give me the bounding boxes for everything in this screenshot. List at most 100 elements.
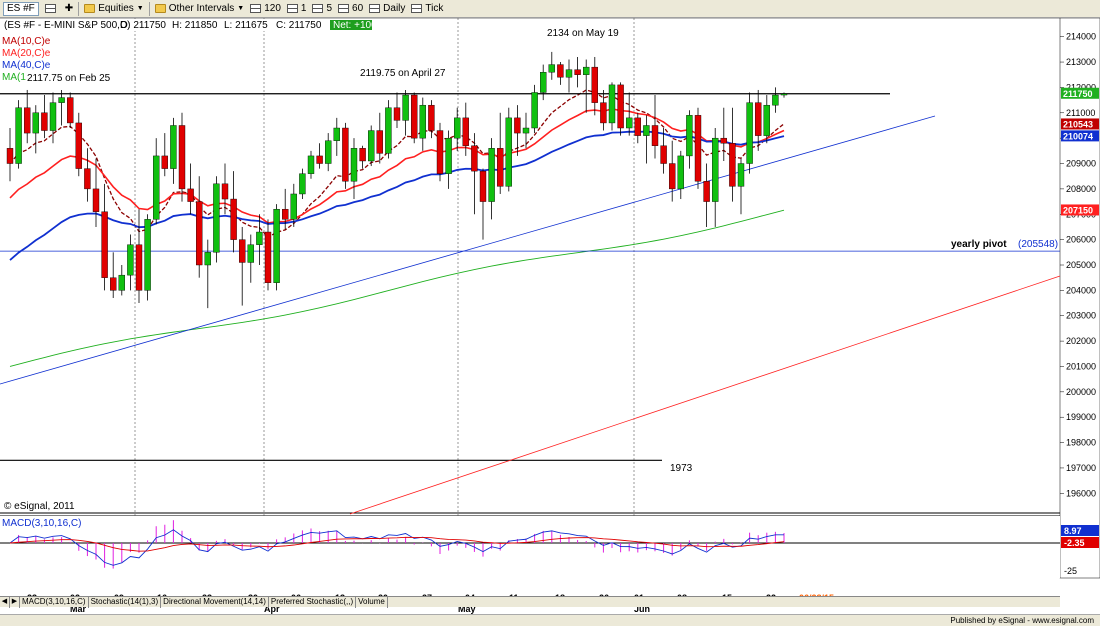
daily-button[interactable]: Daily <box>366 1 408 17</box>
chevron-right-icon: ▶ <box>11 597 18 605</box>
macd-signal-badge <box>1061 537 1099 548</box>
candle-up <box>565 69 573 78</box>
equities-menu[interactable]: Equities ▼ <box>81 1 147 17</box>
candle-down <box>729 143 736 187</box>
candle-down <box>497 148 504 187</box>
candle-up <box>368 130 375 162</box>
copyright-label: © eSignal, 2011 <box>4 501 75 512</box>
candle-down <box>436 130 444 174</box>
tab-stochastic[interactable]: Stochastic(14(1),3) <box>89 596 162 608</box>
candle-down <box>411 94 418 139</box>
price-chart[interactable]: 2140002130002120002110002100002090002080… <box>0 18 1100 614</box>
candle-down <box>316 155 323 164</box>
link-icon <box>44 4 56 13</box>
interval-button-60[interactable]: 60 <box>335 1 366 17</box>
candle-up <box>780 93 788 96</box>
candle-up <box>608 84 616 124</box>
chevron-left-icon: ◀ <box>1 597 8 605</box>
candle-up <box>419 104 426 139</box>
interval-button-120[interactable]: 120 <box>247 1 284 17</box>
tick-button[interactable]: Tick <box>408 1 446 17</box>
date-month-label: Jun <box>634 604 650 614</box>
candle-up <box>350 148 358 182</box>
macd-line <box>9 529 785 566</box>
price-badge <box>1061 87 1099 99</box>
candle-up <box>454 117 461 139</box>
price-tick-label: 214000 <box>1066 32 1096 42</box>
study-tabs: ◀ ▶ MACD(3,10,16,C) Stochastic(14(1),3) … <box>0 596 1060 608</box>
candle-down <box>651 125 659 146</box>
candle-down <box>195 201 203 266</box>
red-trendline <box>349 275 1061 515</box>
gridlines <box>134 18 635 578</box>
symbol-field[interactable]: ES #F <box>0 1 42 17</box>
date-month-label: Apr <box>264 604 280 614</box>
yearly-pivot-value: (205548) <box>1018 239 1058 250</box>
candle-up <box>127 244 134 276</box>
price-badge <box>1061 118 1099 130</box>
link-button[interactable] <box>42 1 62 17</box>
ma-long-label[interactable]: MA(1 <box>2 72 26 83</box>
yearly-pivot-label: yearly pivot <box>951 239 1007 250</box>
add-button[interactable]: ✚ <box>62 1 76 17</box>
candle-up <box>213 183 220 253</box>
chart-header: (ES #F - E-MINI S&P 500,D) O: 211750 H: … <box>2 19 380 31</box>
candle-up <box>505 117 512 187</box>
price-tick-label: 203000 <box>1066 311 1096 321</box>
candle-up <box>677 155 684 190</box>
chart-toolbar: ES #F ✚ Equities ▼ Other Intervals ▼ 120… <box>0 0 1100 18</box>
candle-down <box>264 231 272 283</box>
candle-down <box>221 183 229 200</box>
candle-up <box>583 66 590 75</box>
candle-down <box>92 188 100 212</box>
interval-label: 5 <box>326 3 333 14</box>
candle-up <box>746 102 753 164</box>
interval-icon <box>338 4 350 13</box>
price-tick-label: 200000 <box>1066 387 1096 397</box>
other-intervals-menu[interactable]: Other Intervals ▼ <box>152 1 248 17</box>
candle-down <box>660 145 667 164</box>
candle-down <box>41 112 48 131</box>
candle-up <box>49 102 57 131</box>
ma20-label[interactable]: MA(20,C)e <box>2 48 51 59</box>
candle-up <box>763 104 770 136</box>
tab-scroll-right[interactable]: ▶ <box>10 596 20 608</box>
tab-macd[interactable]: MACD(3,10,16,C) <box>20 596 89 608</box>
candle-up <box>333 127 340 141</box>
candle-down <box>161 155 169 169</box>
candle-up <box>772 94 779 106</box>
chart-window[interactable]: 2140002130002120002110002100002090002080… <box>0 18 1100 618</box>
macd-label[interactable]: MACD(3,10,16,C) <box>2 518 81 529</box>
candle-down <box>720 137 727 144</box>
candle-up <box>531 92 538 129</box>
candle-down <box>428 104 435 131</box>
interval-button-5[interactable]: 5 <box>309 1 335 17</box>
candle-down <box>187 188 194 202</box>
tab-directional-movement[interactable]: Directional Movement(14,14) <box>161 596 269 608</box>
price-tick-label: 201000 <box>1066 361 1096 371</box>
may-high-annotation: 2134 on May 19 <box>547 28 619 39</box>
macd-background <box>0 516 1060 578</box>
price-tick-label: 205000 <box>1066 260 1096 270</box>
price-tick-label: 208000 <box>1066 184 1096 194</box>
symbol-input[interactable]: ES #F <box>3 1 39 16</box>
ma10-label[interactable]: MA(10,C)e <box>2 36 51 47</box>
price-badge <box>1061 130 1099 142</box>
candle-up <box>737 163 745 187</box>
candle-up <box>488 148 495 202</box>
ma40-label[interactable]: MA(40,C)e <box>2 60 51 71</box>
chevron-down-icon: ▼ <box>136 5 144 12</box>
tab-volume[interactable]: Volume <box>356 596 388 608</box>
candle-up <box>540 72 547 93</box>
tab-scroll-left[interactable]: ◀ <box>0 596 10 608</box>
candle-down <box>75 122 83 169</box>
equities-label: Equities <box>98 3 134 14</box>
interval-button-1[interactable]: 1 <box>284 1 310 17</box>
tab-preferred-stochastic[interactable]: Preferred Stochastic(,,) <box>269 596 357 608</box>
price-tick-label: 204000 <box>1066 285 1096 295</box>
interval-icon <box>250 4 262 13</box>
candle-up <box>273 208 280 283</box>
price-tick-label: 196000 <box>1066 488 1096 498</box>
price-badge <box>1061 204 1099 216</box>
price-tick-label: 197000 <box>1066 463 1096 473</box>
